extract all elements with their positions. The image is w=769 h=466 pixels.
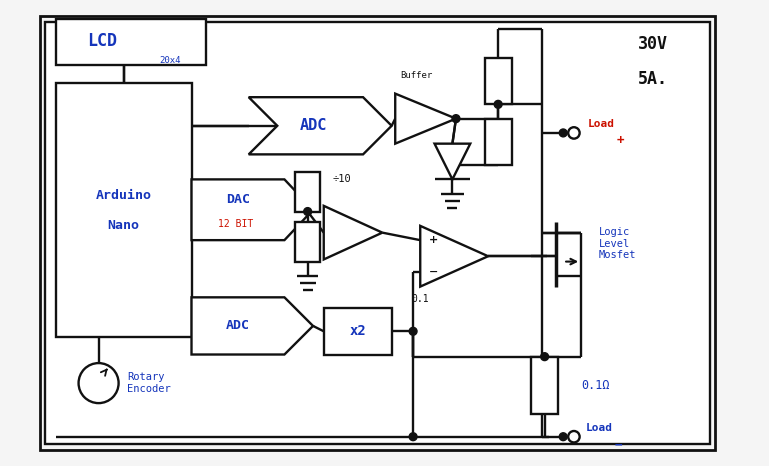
Circle shape [494, 100, 502, 108]
Bar [55, 19, 206, 65]
Circle shape [409, 433, 417, 441]
Bar [295, 172, 320, 212]
Text: −: − [428, 267, 438, 277]
Text: −: − [614, 439, 622, 452]
Text: Nano: Nano [108, 219, 140, 233]
Circle shape [559, 129, 567, 137]
Text: Rotary
Encoder: Rotary Encoder [127, 372, 171, 394]
Text: DAC: DAC [226, 193, 250, 206]
Text: 0.1Ω: 0.1Ω [581, 379, 610, 392]
Circle shape [568, 431, 580, 442]
Text: Load: Load [586, 423, 613, 433]
Text: Load: Load [588, 119, 615, 130]
Polygon shape [420, 226, 488, 287]
Polygon shape [434, 144, 471, 179]
Polygon shape [324, 206, 382, 260]
Text: Logic
Level
Mosfet: Logic Level Mosfet [599, 227, 637, 260]
Circle shape [568, 127, 580, 139]
Circle shape [559, 433, 567, 441]
Circle shape [304, 208, 311, 215]
Text: 30V: 30V [638, 34, 668, 53]
Bar [295, 222, 320, 261]
Text: 0.1: 0.1 [411, 295, 429, 304]
Circle shape [78, 363, 118, 403]
Polygon shape [191, 297, 313, 355]
Bar [484, 58, 511, 104]
Text: ÷10: ÷10 [332, 174, 351, 185]
Text: LCD: LCD [87, 32, 117, 50]
Circle shape [409, 327, 417, 335]
Circle shape [452, 115, 460, 123]
Text: 12 BIT: 12 BIT [218, 219, 254, 229]
Polygon shape [191, 179, 313, 240]
Polygon shape [248, 97, 391, 154]
Text: 5A.: 5A. [638, 70, 668, 89]
Text: ADC: ADC [299, 118, 327, 133]
Text: +: + [617, 134, 624, 147]
Text: Arduino: Arduino [95, 189, 151, 202]
Text: ADC: ADC [226, 319, 250, 332]
Bar [55, 83, 191, 336]
Text: 20x4: 20x4 [159, 55, 181, 64]
Bar [531, 356, 558, 414]
Text: +: + [428, 235, 438, 245]
Bar [324, 308, 391, 355]
Circle shape [541, 353, 548, 361]
Text: x2: x2 [349, 324, 366, 338]
Text: Buffer: Buffer [401, 71, 433, 80]
Polygon shape [395, 94, 456, 144]
Bar [484, 119, 511, 165]
